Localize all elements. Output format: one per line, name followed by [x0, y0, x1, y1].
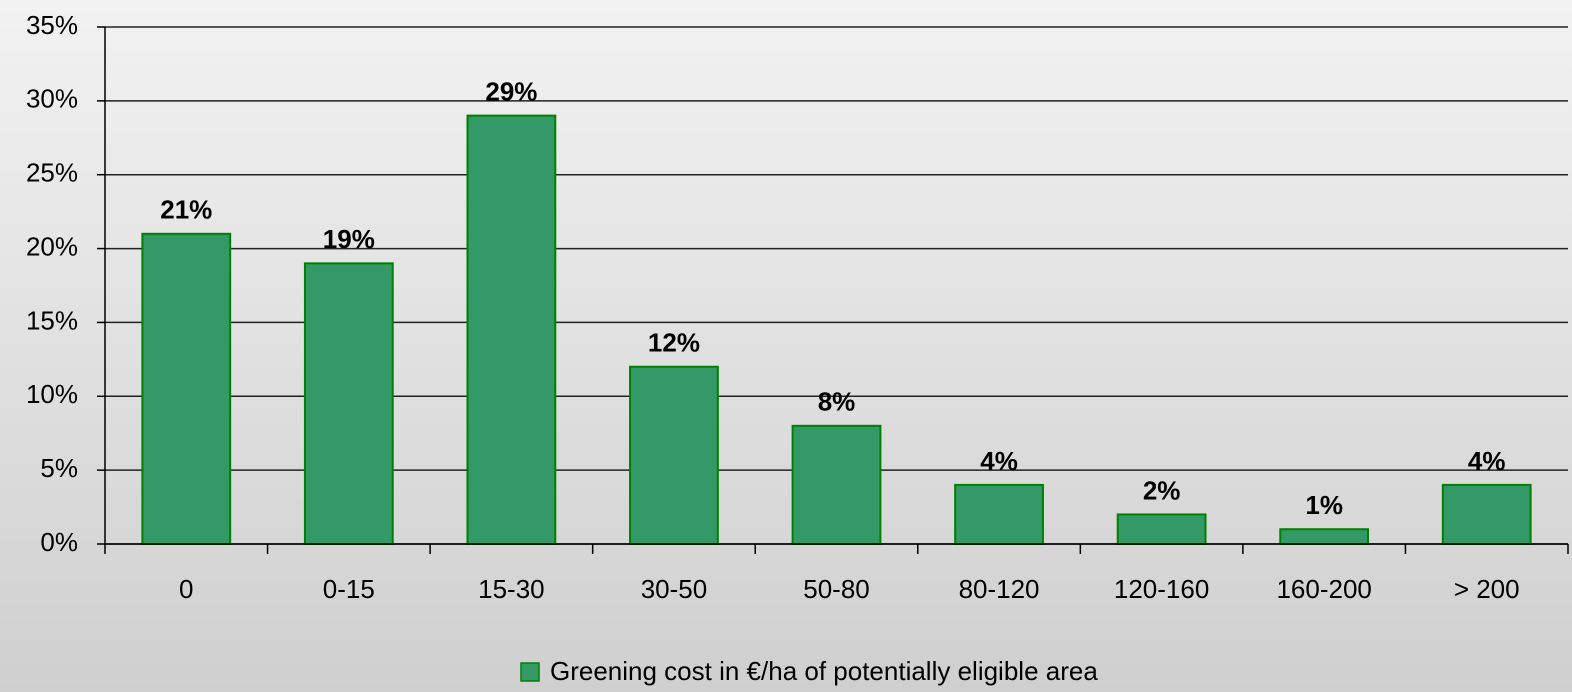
value-label: 21% — [160, 195, 212, 225]
value-label: 29% — [485, 77, 537, 107]
x-tick-label: 15-30 — [478, 574, 545, 604]
bar — [629, 365, 719, 545]
y-tick-label: 0% — [40, 527, 78, 557]
value-label: 12% — [648, 328, 700, 358]
bar — [1441, 483, 1532, 545]
x-tick-label: > 200 — [1454, 574, 1520, 604]
bar — [303, 262, 394, 545]
x-tick-label: 0 — [179, 574, 193, 604]
x-tick-label: 160-200 — [1276, 574, 1371, 604]
y-tick-label: 35% — [26, 10, 78, 40]
y-tick-label: 10% — [26, 379, 78, 409]
value-label: 2% — [1143, 475, 1181, 505]
bar — [141, 232, 232, 546]
x-tick-label: 0-15 — [323, 574, 375, 604]
y-tick-label: 5% — [40, 453, 78, 483]
bar — [466, 114, 557, 545]
bar — [954, 483, 1044, 545]
value-label: 4% — [1468, 446, 1506, 476]
y-tick-label: 30% — [26, 84, 78, 114]
value-label: 19% — [323, 224, 375, 254]
legend-label: Greening cost in €/ha of potentially eli… — [550, 656, 1098, 686]
value-label: 4% — [980, 446, 1018, 476]
x-tick-label: 30-50 — [641, 574, 708, 604]
value-label: 8% — [818, 387, 856, 417]
x-tick-label: 50-80 — [803, 574, 870, 604]
x-tick-label: 120-160 — [1114, 574, 1209, 604]
bar — [791, 424, 882, 546]
y-tick-label: 20% — [26, 231, 78, 261]
legend-swatch — [520, 662, 540, 682]
value-label: 1% — [1305, 490, 1343, 520]
y-tick-label: 25% — [26, 158, 78, 188]
x-tick-label: 80-120 — [959, 574, 1040, 604]
bar — [1279, 528, 1370, 546]
y-tick-label: 15% — [26, 305, 78, 335]
bar — [1116, 513, 1207, 546]
